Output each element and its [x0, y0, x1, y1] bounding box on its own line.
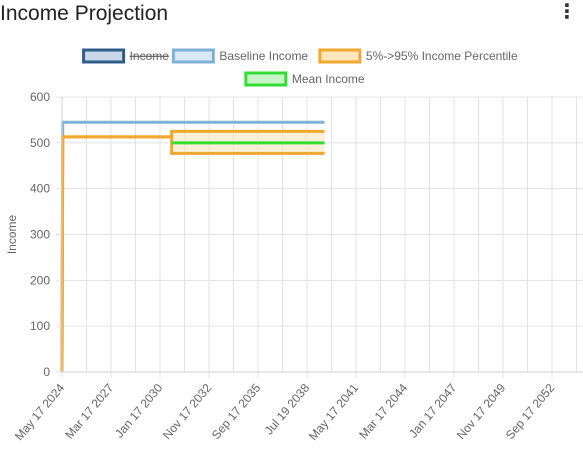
y-tick-label: 500 [30, 136, 50, 150]
legend-item-income[interactable]: Income [82, 48, 170, 64]
legend-label: 5%->95% Income Percentile [366, 49, 518, 63]
legend-label: Mean Income [292, 72, 365, 86]
y-tick-label: 100 [30, 319, 50, 333]
x-tick-label: Jan 17 2030 [112, 381, 165, 441]
y-axis-label: Income [5, 215, 19, 255]
percentile-lower-line [60, 135, 325, 373]
y-tick-label: 0 [43, 365, 50, 379]
x-tick-label: Sep 17 2035 [209, 381, 264, 442]
x-tick-label: Mar 17 2044 [356, 381, 410, 442]
x-tick-label: May 17 2041 [306, 381, 362, 443]
chart-legend: Income Baseline Income 5%->95% Income Perc… [82, 48, 518, 87]
legend-label: Income [130, 49, 170, 63]
vertical-ellipsis-icon[interactable]: ⋮ [557, 1, 577, 23]
legend-swatch [318, 48, 362, 64]
legend-swatch [82, 48, 126, 64]
x-tick-label: Nov 17 2032 [160, 381, 215, 442]
legend-swatch [171, 48, 215, 64]
y-tick-label: 600 [30, 90, 50, 104]
x-tick-label: Nov 17 2049 [454, 381, 509, 442]
x-tick-label: Mar 17 2027 [62, 381, 116, 442]
legend-item-baseline-income[interactable]: Baseline Income [171, 48, 308, 64]
y-tick-label: 300 [30, 228, 50, 242]
x-tick-label: May 17 2024 [12, 381, 68, 443]
legend-item-mean-income[interactable]: Mean Income [244, 71, 365, 87]
page-title: Income Projection [0, 2, 169, 25]
x-tick-label: Jan 17 2047 [406, 381, 459, 441]
y-tick-label: 400 [30, 182, 50, 196]
percentile-upper-line [60, 129, 325, 373]
legend-swatch [244, 71, 288, 87]
chart-series [60, 120, 325, 373]
x-tick-label: Jul 19 2038 [262, 381, 313, 438]
legend-item-5-95-income-percentile[interactable]: 5%->95% Income Percentile [318, 48, 518, 64]
percentile-band [62, 131, 325, 372]
y-tick-label: 200 [30, 273, 50, 287]
legend-label: Baseline Income [219, 49, 308, 63]
baseline-income-line [60, 120, 325, 373]
x-tick-label: Sep 17 2052 [503, 381, 558, 442]
